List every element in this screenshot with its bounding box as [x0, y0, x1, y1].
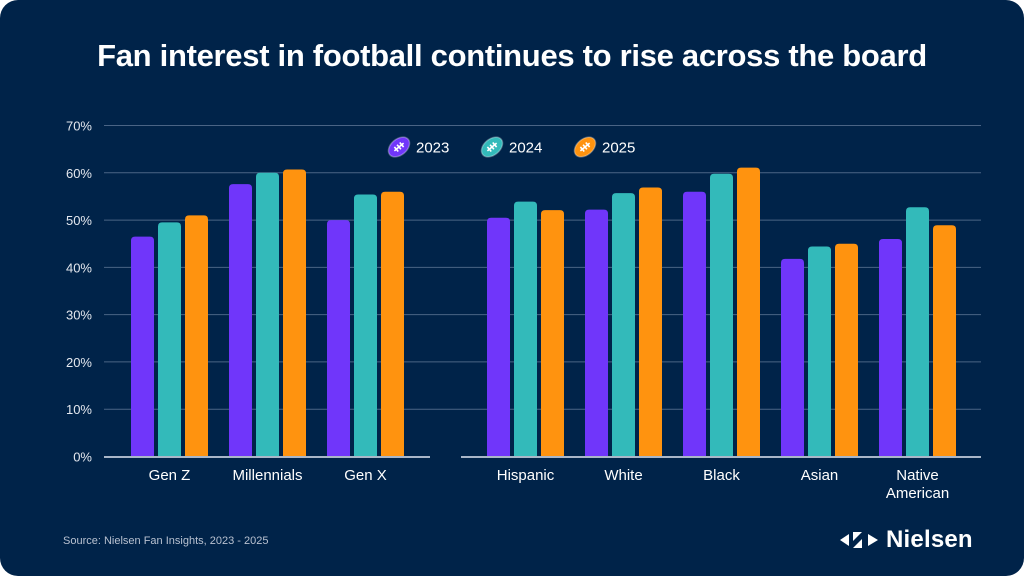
football-icon — [387, 136, 411, 158]
bar-2024-hispanic — [514, 201, 537, 457]
category-label: Gen X — [344, 467, 387, 484]
bar-2025-native-american — [933, 225, 956, 457]
chart-title: Fan interest in football continues to ri… — [97, 38, 927, 73]
y-tick-label: 40% — [66, 260, 92, 275]
bar-2023-black — [683, 191, 706, 457]
source-note: Source: Nielsen Fan Insights, 2023 - 202… — [63, 535, 269, 547]
bar-2025-white — [639, 187, 662, 457]
y-tick-label: 10% — [66, 402, 92, 417]
bar-2025-hispanic — [541, 210, 564, 457]
category-label: Native American — [886, 467, 949, 502]
bar-2024-black — [710, 173, 733, 457]
bar-2024-asian — [808, 246, 831, 457]
bar-2023-gen-z — [131, 236, 154, 457]
y-tick-label: 0% — [73, 450, 92, 465]
bar-2024-millennials — [256, 172, 279, 457]
bar-2024-white — [612, 193, 635, 457]
legend-label: 2024 — [509, 140, 542, 157]
category-label: Hispanic — [497, 467, 555, 484]
category-label: White — [604, 467, 642, 484]
bar-2023-native-american — [879, 238, 902, 457]
bar-2025-gen-z — [185, 215, 208, 457]
bar-2024-gen-z — [158, 222, 181, 457]
bar-2025-asian — [835, 243, 858, 457]
bar-2024-gen-x — [354, 194, 377, 457]
y-tick-label: 50% — [66, 213, 92, 228]
bar-2025-millennials — [283, 169, 306, 457]
category-label: Black — [703, 467, 740, 484]
bar-2023-white — [585, 209, 608, 457]
y-tick-label: 30% — [66, 308, 92, 323]
bar-2023-hispanic — [487, 217, 510, 457]
legend-label: 2023 — [416, 140, 449, 157]
bar-2025-gen-x — [381, 191, 404, 457]
legend-label: 2025 — [602, 140, 635, 157]
category-label: Gen Z — [149, 467, 191, 484]
football-icon — [573, 136, 597, 158]
y-tick-label: 20% — [66, 355, 92, 370]
logo-text: Nielsen — [886, 526, 973, 553]
nielsen-logo: Nielsen — [840, 526, 973, 554]
nielsen-mark-icon — [840, 532, 878, 548]
y-tick-label: 60% — [66, 166, 92, 181]
category-label: Asian — [801, 467, 839, 484]
bar-2023-asian — [781, 258, 804, 457]
category-label: Millennials — [232, 467, 302, 484]
bar-2023-gen-x — [327, 220, 350, 457]
y-tick-label: 70% — [66, 119, 92, 134]
bar-2025-black — [737, 167, 760, 457]
football-icon — [480, 136, 504, 158]
bar-2024-native-american — [906, 207, 929, 457]
bar-2023-millennials — [229, 184, 252, 457]
